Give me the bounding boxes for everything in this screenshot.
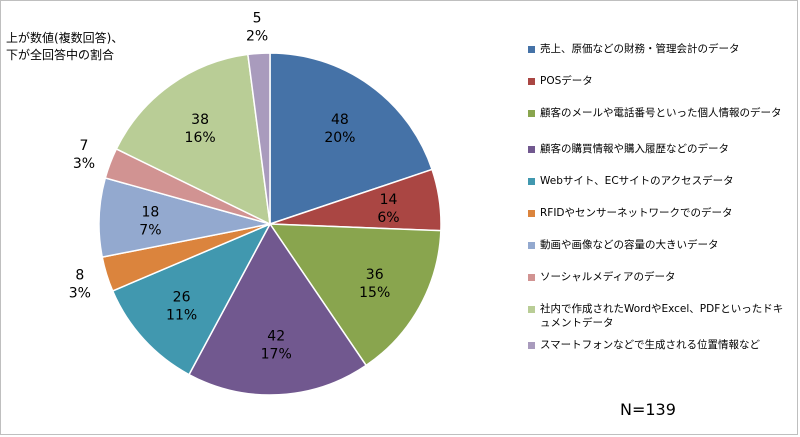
legend-item-3: 顧客のメールや電話番号といった個人情報のデータ <box>528 106 790 142</box>
chart-note: 上が数値(複数回答)、 下が全回答中の割合 <box>6 30 196 64</box>
legend-label-9: 社内で作成されたWordやExcel、PDFといったドキュメントデータ <box>540 303 784 329</box>
slice-percent-8: 3% <box>73 156 95 172</box>
legend-label-8: ソーシャルメディアのデータ <box>540 271 676 283</box>
legend-label-5: Webサイト、ECサイトのアクセスデータ <box>540 175 734 187</box>
note-line-2: 下が全回答中の割合 <box>6 48 115 62</box>
slice-label-2: 14 6% <box>377 192 399 226</box>
legend-label-10: スマートフォンなどで生成される位置情報など <box>540 339 760 351</box>
slice-value-7: 18 <box>141 204 159 220</box>
note-line-1: 上が数値(複数回答)、 <box>6 31 124 45</box>
slice-label-10: 5 2% <box>246 10 268 44</box>
legend-swatch-10 <box>528 342 535 349</box>
slice-label-3: 36 15% <box>359 267 390 301</box>
legend-label-2: POSデータ <box>540 75 593 87</box>
pie-slice-4 <box>188 222 368 396</box>
slice-value-2: 14 <box>380 192 398 208</box>
slice-value-3: 36 <box>366 267 384 283</box>
slice-label-9: 38 16% <box>185 112 216 146</box>
slice-value-6: 8 <box>75 268 84 284</box>
legend-label-1: 売上、原価などの財務・管理会計のデータ <box>540 43 740 55</box>
slice-percent-9: 16% <box>185 130 216 146</box>
legend-swatch-4 <box>528 146 535 153</box>
pie-slice-3 <box>268 223 442 367</box>
slice-percent-1: 20% <box>324 130 355 146</box>
slice-value-9: 38 <box>191 112 209 128</box>
slice-label-5: 26 11% <box>166 290 197 324</box>
legend-item-8: ソーシャルメディアのデータ <box>528 270 790 302</box>
legend-item-2: POSデータ <box>528 74 790 106</box>
slice-value-5: 26 <box>173 290 191 306</box>
slice-label-4: 42 17% <box>261 329 292 363</box>
legend-swatch-6 <box>528 210 535 217</box>
slice-value-4: 42 <box>267 329 285 345</box>
slice-percent-7: 7% <box>139 222 161 238</box>
legend-label-6: RFIDやセンサーネットワークでのデータ <box>540 207 733 219</box>
legend-swatch-8 <box>528 274 535 281</box>
legend-label-7: 動画や画像などの容量の大きいデータ <box>540 239 719 251</box>
slice-label-1: 48 20% <box>324 112 355 146</box>
legend-item-1: 売上、原価などの財務・管理会計のデータ <box>528 42 790 74</box>
legend-swatch-1 <box>528 46 535 53</box>
sample-size-label: N=139 <box>620 400 676 419</box>
legend-swatch-5 <box>528 178 535 185</box>
slice-percent-2: 6% <box>377 210 399 226</box>
legend-item-7: 動画や画像などの容量の大きいデータ <box>528 238 790 270</box>
legend-item-5: Webサイト、ECサイトのアクセスデータ <box>528 174 790 206</box>
legend-swatch-2 <box>528 78 535 85</box>
legend: 売上、原価などの財務・管理会計のデータ POSデータ顧客のメールや電話番号といった… <box>528 42 790 370</box>
slice-percent-10: 2% <box>246 28 268 44</box>
slice-percent-3: 15% <box>359 285 390 301</box>
slice-label-6: 8 3% <box>69 268 91 302</box>
slice-value-8: 7 <box>80 138 89 154</box>
slice-value-10: 5 <box>253 10 262 26</box>
slice-label-7: 18 7% <box>139 204 161 238</box>
legend-swatch-9 <box>528 306 535 313</box>
slice-percent-5: 11% <box>166 308 197 324</box>
legend-swatch-7 <box>528 242 535 249</box>
legend-item-4: 顧客の購買情報や購入履歴などのデータ <box>528 142 790 174</box>
legend-item-9: 社内で作成されたWordやExcel、PDFといったドキュメントデータ <box>528 302 790 338</box>
legend-item-10: スマートフォンなどで生成される位置情報など <box>528 338 790 370</box>
pie-slice-10 <box>247 52 271 225</box>
pie-slice-9 <box>115 53 271 226</box>
legend-label-3: 顧客のメールや電話番号といった個人情報のデータ <box>540 107 782 119</box>
pie-slice-1 <box>269 52 434 226</box>
legend-item-6: RFIDやセンサーネットワークでのデータ <box>528 206 790 238</box>
slice-percent-6: 3% <box>69 286 91 302</box>
pie-slice-5 <box>111 222 272 376</box>
legend-label-4: 顧客の購買情報や購入履歴などのデータ <box>540 143 729 155</box>
slice-label-8: 7 3% <box>73 138 95 172</box>
slice-value-1: 48 <box>331 112 349 128</box>
legend-swatch-3 <box>528 110 535 117</box>
slice-percent-4: 17% <box>261 347 292 363</box>
